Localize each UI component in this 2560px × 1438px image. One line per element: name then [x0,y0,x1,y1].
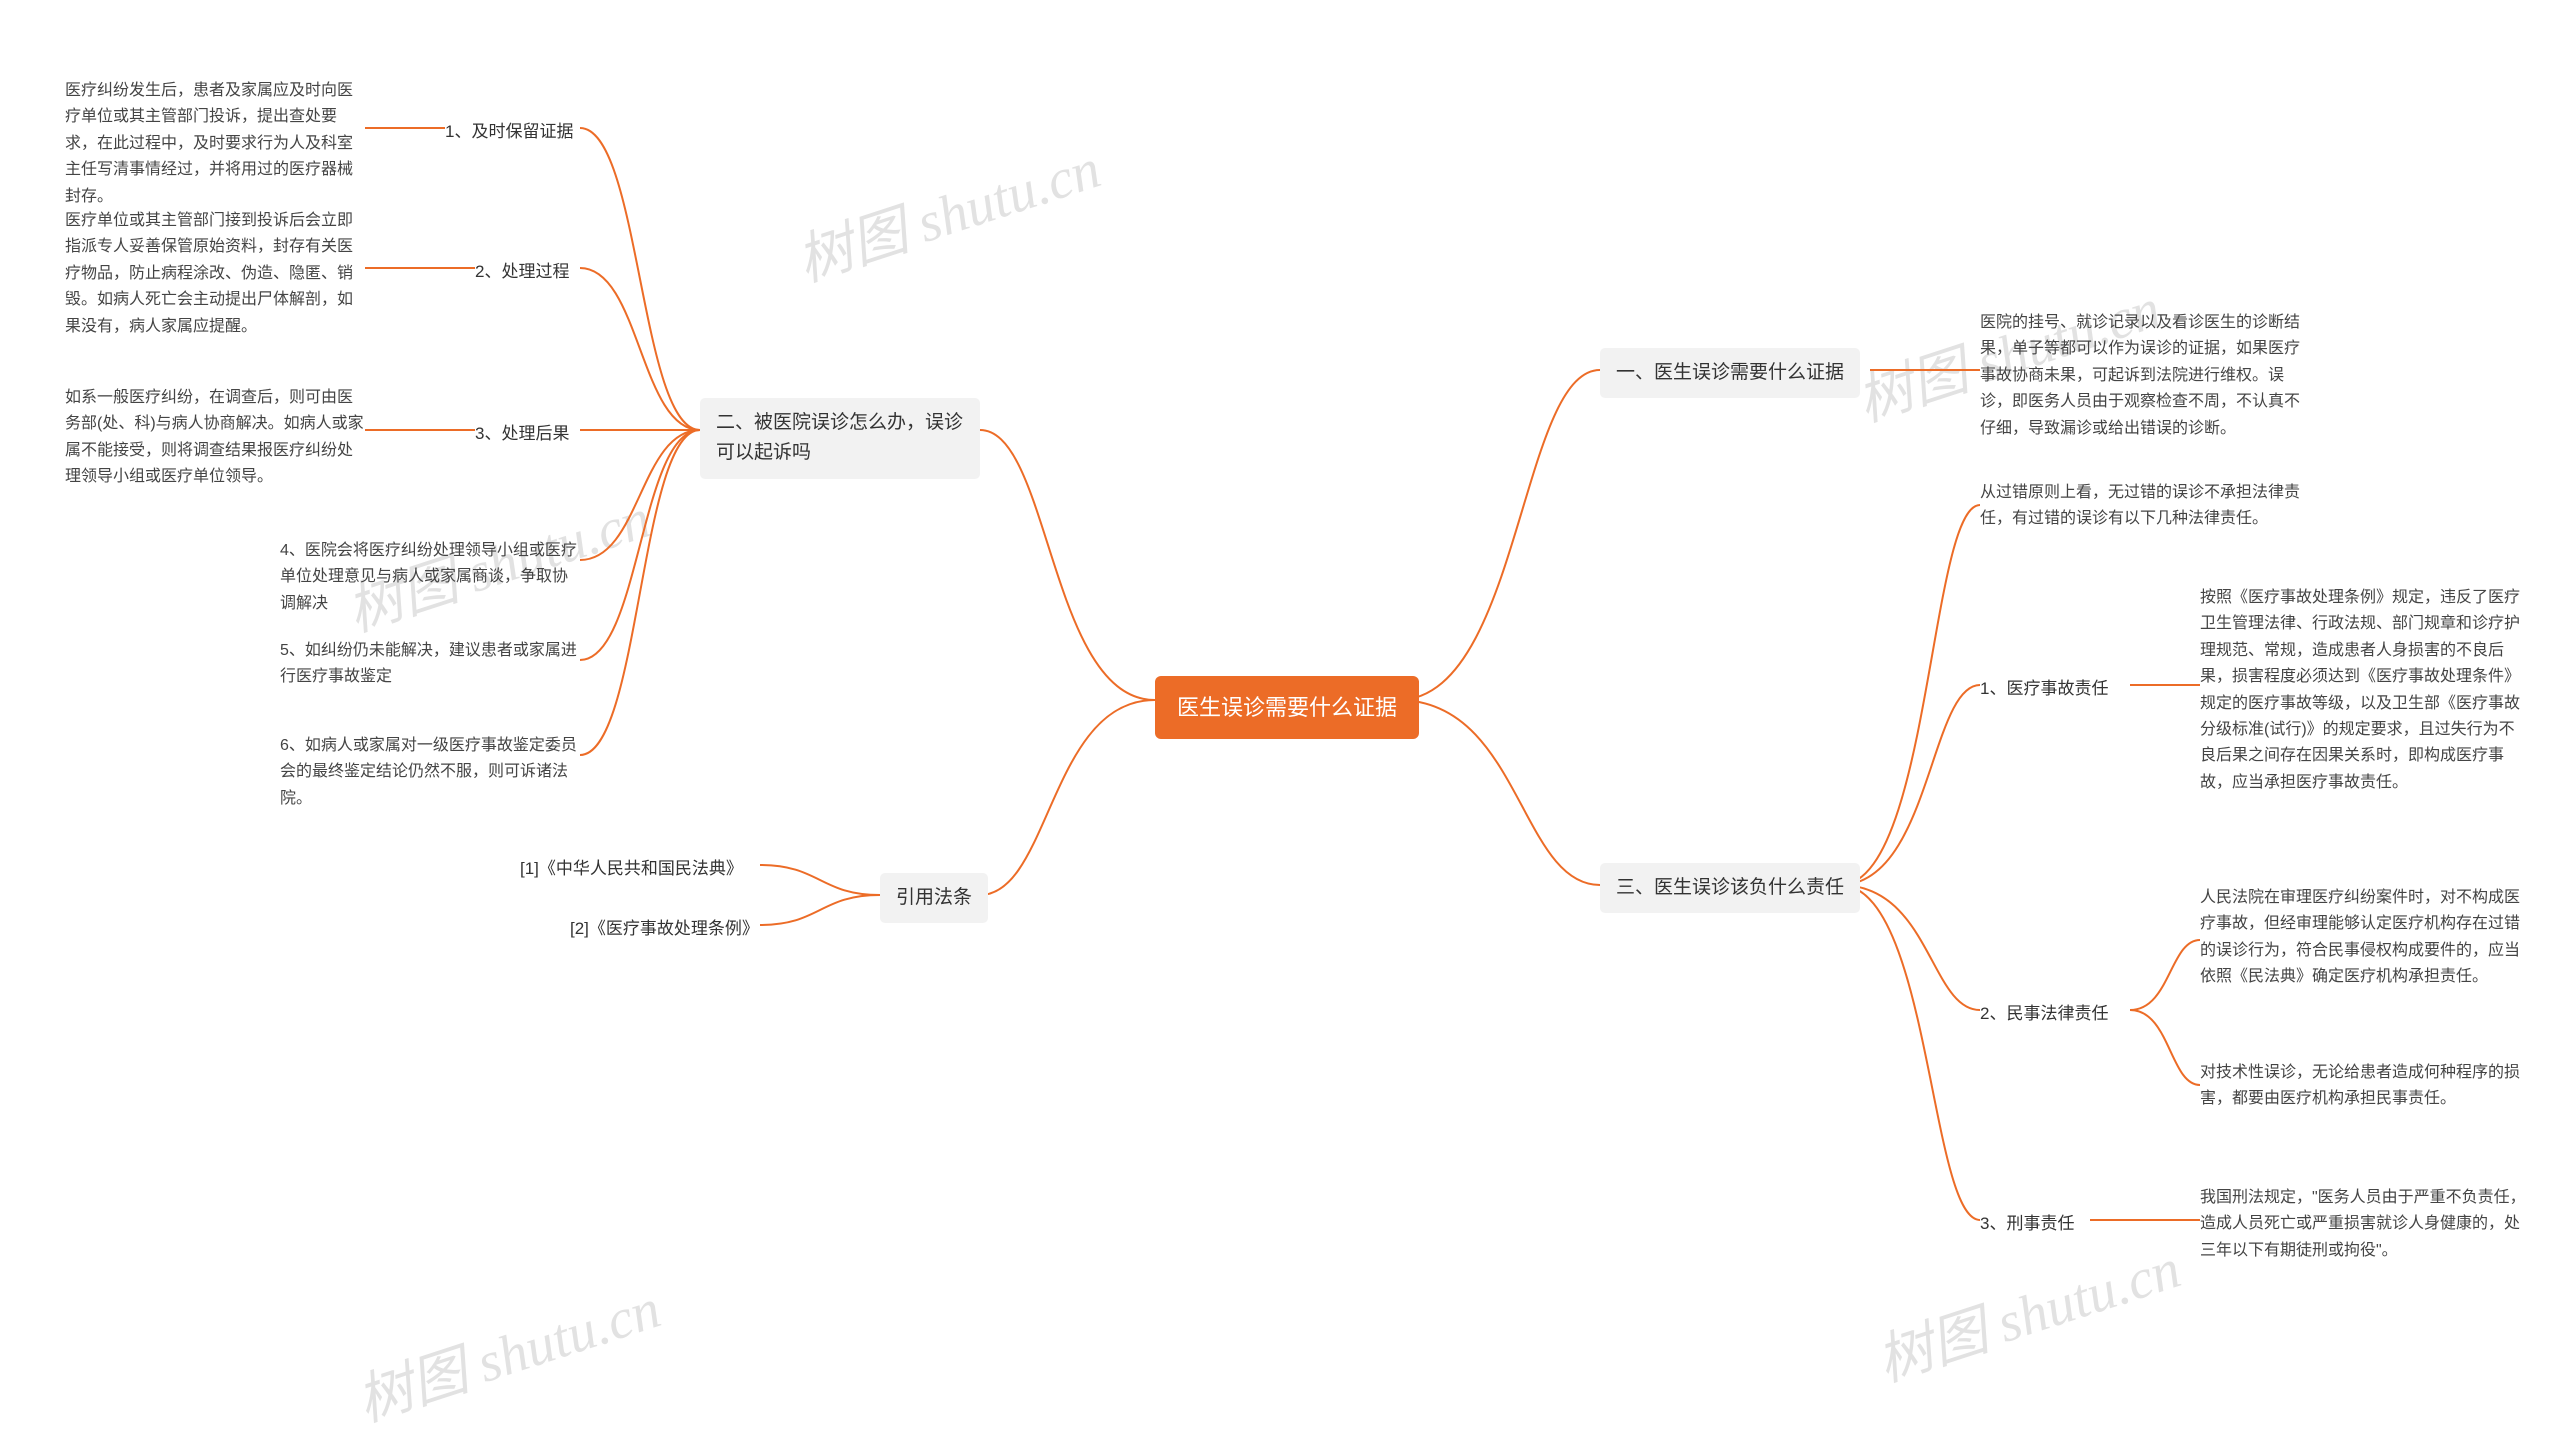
branch-evidence-detail: 医院的挂号、就诊记录以及看诊医生的诊断结果，单子等都可以作为误诊的证据，如果医疗… [1980,310,2310,442]
branch-references: 引用法条 [880,873,988,923]
liability-s3: 3、刑事责任 [1980,1210,2074,1237]
branch-liability: 三、医生误诊该负什么责任 [1600,863,1860,913]
liability-s1: 1、医疗事故责任 [1980,675,2108,702]
howto-s2-detail: 医疗单位或其主管部门接到投诉后会立即指派专人妥善保管原始资料，封存有关医疗物品，… [65,208,365,340]
branch-howto: 二、被医院误诊怎么办，误诊可以起诉吗 [700,398,980,479]
howto-s5: 5、如纠纷仍未能解决，建议患者或家属进行医疗事故鉴定 [280,638,580,691]
liability-s3-detail: 我国刑法规定，"医务人员由于严重不负责任，造成人员死亡或严重损害就诊人身健康的，… [2200,1185,2530,1264]
liability-s2-detail-a: 人民法院在审理医疗纠纷案件时，对不构成医疗事故，但经审理能够认定医疗机构存在过错… [2200,885,2530,991]
branch-evidence: 一、医生误诊需要什么证据 [1600,348,1860,398]
watermark: 树图 shutu.cn [345,1263,669,1437]
liability-s1-detail: 按照《医疗事故处理条例》规定，违反了医疗卫生管理法律、行政法规、部门规章和诊疗护… [2200,585,2530,796]
howto-s3-detail: 如系一般医疗纠纷，在调查后，则可由医务部(处、科)与病人协商解决。如病人或家属不… [65,385,365,491]
howto-s3: 3、处理后果 [475,420,569,447]
howto-s6: 6、如病人或家属对一级医疗事故鉴定委员会的最终鉴定结论仍然不服，则可诉诸法院。 [280,733,580,812]
root-node: 医生误诊需要什么证据 [1155,676,1419,739]
watermark: 树图 shutu.cn [1865,1223,2189,1397]
ref-1: [1]《中华人民共和国民法典》 [520,855,743,882]
liability-intro: 从过错原则上看，无过错的误诊不承担法律责任，有过错的误诊有以下几种法律责任。 [1980,480,2310,533]
howto-s1: 1、及时保留证据 [445,118,573,145]
watermark: 树图 shutu.cn [785,123,1109,297]
ref-2: [2]《医疗事故处理条例》 [570,915,759,942]
liability-s2-detail-b: 对技术性误诊，无论给患者造成何种程序的损害，都要由医疗机构承担民事责任。 [2200,1060,2530,1113]
howto-s4: 4、医院会将医疗纠纷处理领导小组或医疗单位处理意见与病人或家属商谈，争取协调解决 [280,538,580,617]
liability-s2: 2、民事法律责任 [1980,1000,2108,1027]
howto-s1-detail: 医疗纠纷发生后，患者及家属应及时向医疗单位或其主管部门投诉，提出查处要求，在此过… [65,78,365,210]
howto-s2: 2、处理过程 [475,258,569,285]
